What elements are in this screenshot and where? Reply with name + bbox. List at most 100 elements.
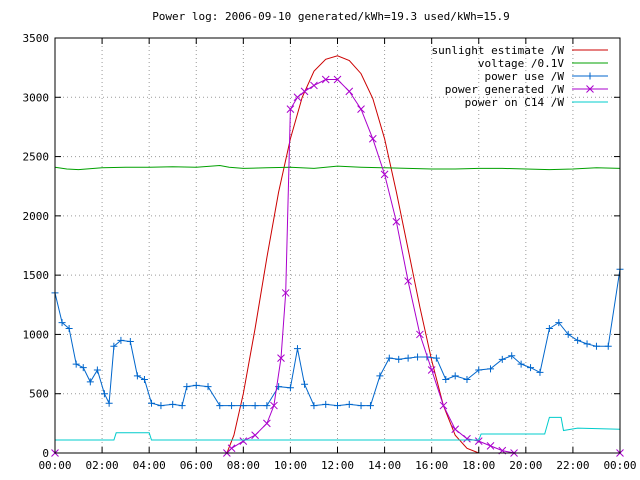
y-tick-label: 3000 (23, 91, 50, 104)
power-generated-w-point (392, 217, 401, 226)
power-use-w-point (404, 354, 412, 362)
power-use-w-point (574, 336, 582, 344)
x-tick-label: 00:00 (603, 459, 636, 472)
x-tick-label: 06:00 (180, 459, 213, 472)
power-use-w-point (414, 353, 422, 361)
power-use-w-point (192, 381, 200, 389)
power-use-w-point (517, 360, 525, 368)
voltage-0-1v-legend-label: voltage /0.1V (478, 57, 564, 70)
x-tick-label: 18:00 (462, 459, 495, 472)
y-tick-label: 500 (29, 388, 49, 401)
power-use-w-point (251, 402, 259, 410)
y-tick-label: 2000 (23, 210, 50, 223)
power-use-w-point (72, 360, 80, 368)
power-generated-w-point (380, 170, 389, 179)
power-use-w-point (286, 384, 294, 392)
power-use-w-point (451, 372, 459, 380)
power-use-w-point (310, 402, 318, 410)
power-generated-w-point (286, 105, 295, 113)
power-generated-w-point (404, 277, 412, 285)
power-use-w-point (604, 342, 612, 350)
power-use-w-point (475, 366, 483, 374)
power-use-w-point (498, 355, 506, 363)
power-generated-w-point (293, 93, 302, 102)
power-use-w-point (110, 342, 118, 350)
x-tick-label: 20:00 (509, 459, 542, 472)
power-use-w-point (301, 380, 309, 388)
power-generated-w-point (486, 442, 495, 450)
power-use-w-point (79, 364, 87, 372)
x-tick-label: 04:00 (133, 459, 166, 472)
power-use-w-point (564, 330, 572, 338)
y-tick-label: 1000 (23, 328, 50, 341)
x-tick-label: 14:00 (368, 459, 401, 472)
power-use-w-point (442, 375, 450, 383)
power-use-w-point (432, 354, 440, 362)
power-use-w-point (263, 402, 271, 410)
power-generated-w-point (333, 75, 342, 84)
power-generated-w-point (345, 87, 354, 96)
x-tick-label: 16:00 (415, 459, 448, 472)
power-use-w-point (334, 402, 341, 410)
power-use-w-point (148, 399, 156, 407)
power-use-w-point (126, 338, 134, 346)
power-generated-w-point (300, 87, 309, 96)
power-use-w-point (239, 402, 247, 410)
power-use-w-point (463, 375, 471, 383)
power-generated-w-point (451, 425, 460, 434)
power-use-w-point (395, 355, 403, 363)
power-generated-w-point (227, 444, 236, 453)
chart-title: Power log: 2006-09-10 generated/kWh=19.3… (152, 10, 510, 23)
power-on-c14-w-line (55, 416, 621, 441)
power-use-w-point (366, 402, 374, 410)
power-use-w-legend-marker (586, 72, 594, 80)
power-generated-w-point (321, 75, 330, 84)
power-generated-w-point (277, 354, 285, 362)
power-use-w-point (536, 368, 544, 376)
power-use-w-point (345, 400, 353, 408)
power-use-w-point (527, 364, 535, 372)
sunlight-estimate-w-legend-label: sunlight estimate /W (432, 44, 565, 57)
power-generated-w-point (427, 366, 436, 374)
x-tick-label: 08:00 (227, 459, 260, 472)
power-generated-w-point (263, 419, 271, 428)
y-tick-label: 1500 (23, 269, 50, 282)
power-use-w-legend-label: power use /W (485, 70, 565, 83)
x-tick-label: 02:00 (86, 459, 119, 472)
x-tick-label: 10:00 (274, 459, 307, 472)
power-use-w-point (117, 336, 125, 344)
power-generated-w-point (270, 401, 278, 410)
power-use-w-point (169, 400, 177, 408)
y-tick-label: 3500 (23, 32, 50, 45)
power-use-w-point (293, 345, 301, 353)
x-axis: 00:00 02:00 04:00 06:00 08:00 10:00 12:00 14:00… (38, 38, 637, 472)
y-tick-label: 2500 (23, 151, 50, 164)
power-generated-w-point (281, 289, 290, 297)
power-use-w-point (133, 372, 141, 380)
power-use-w-point (592, 342, 600, 350)
power-generated-w-legend-label: power generated /W (445, 83, 565, 96)
power-use-w-point (487, 365, 495, 373)
power-use-w-point (183, 383, 191, 391)
voltage-0-1v-line (54, 164, 621, 171)
power-generated-w-point (310, 81, 318, 90)
power-use-w-point (86, 378, 94, 386)
power-use-w-point (545, 325, 553, 332)
power-generated-w-point (463, 434, 471, 443)
power-generated-w-point (251, 431, 259, 440)
x-tick-label: 00:00 (38, 459, 71, 472)
power-use-w-point (216, 402, 224, 410)
series-layer (51, 55, 624, 457)
power-use-w-point (555, 319, 563, 327)
power-use-w-series (51, 265, 624, 410)
power-use-w-point (583, 340, 591, 348)
power-use-w-point (105, 399, 113, 407)
x-tick-label: 22:00 (556, 459, 589, 472)
power-generated-w-point (474, 437, 483, 445)
power-use-w-point (58, 319, 66, 327)
power-use-w-point (157, 402, 165, 410)
power-use-w-point (508, 352, 516, 360)
power-on-c14-w-series (55, 416, 621, 441)
